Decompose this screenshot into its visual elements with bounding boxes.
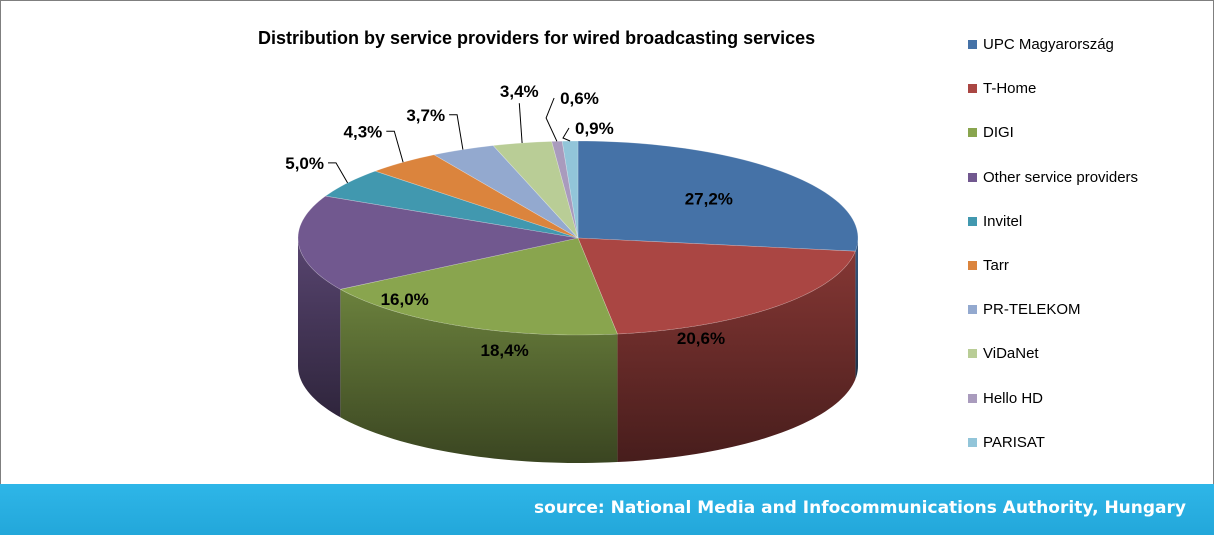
slice-label-3: 16,0% xyxy=(381,290,429,309)
legend-item: T-Home xyxy=(968,80,1036,97)
legend-item: Tarr xyxy=(968,257,1009,274)
legend-item: Hello HD xyxy=(968,390,1043,407)
legend-label: T-Home xyxy=(983,80,1037,98)
legend-swatch xyxy=(968,261,977,270)
slice-label-6: 3,7% xyxy=(406,106,445,125)
leader-line-7 xyxy=(518,103,523,144)
legend-swatch xyxy=(968,40,977,49)
pie-wall-0 xyxy=(855,238,858,380)
pie-side-walls xyxy=(298,238,858,463)
legend-label: Tarr xyxy=(983,257,1009,274)
pie-chart: 27,2% 20,6% 18,4% 16,0% 5,0% 4,3% 3,7% 3,4% 0,6%… xyxy=(285,82,859,463)
legend-item: Other service providers xyxy=(968,169,1138,186)
pie-wall-3 xyxy=(298,238,341,418)
legend-label: PR-TELEKOM xyxy=(983,301,1081,319)
slice-label-4: 5,0% xyxy=(285,154,324,173)
legend-label: Invitel xyxy=(983,212,1023,230)
slice-label-0: 27,2% xyxy=(685,190,733,209)
legend-label: UPC Magyarország xyxy=(983,36,1114,53)
slice-label-8: 0,6% xyxy=(560,89,599,108)
pie-slices xyxy=(297,140,859,336)
slice-label-7: 3,4% xyxy=(500,82,539,101)
legend-item: DIGI xyxy=(968,124,1014,141)
slice-label-2: 18,4% xyxy=(480,341,528,360)
source-text: source: National Media and Infocommunica… xyxy=(534,498,1186,518)
legend-swatch xyxy=(968,128,977,138)
pie-slice-9 xyxy=(561,140,579,239)
pie-slice-3 xyxy=(297,195,579,290)
slice-label-5: 4,3% xyxy=(344,122,383,141)
chart-title: Distribution by service providers for wi… xyxy=(258,28,816,48)
legend-label: Other service providers xyxy=(983,168,1139,186)
legend-label: DIGI xyxy=(983,124,1014,142)
legend-swatch xyxy=(968,437,977,447)
legend-label: Hello HD xyxy=(983,389,1044,407)
pie-wall-1 xyxy=(617,251,856,463)
legend-swatch xyxy=(968,172,977,182)
legend-item: PARISAT xyxy=(968,434,1045,451)
legend-item: ViDaNet xyxy=(968,345,1039,362)
leader-line-6 xyxy=(449,114,464,150)
legend-label: PARISAT xyxy=(983,433,1045,451)
pie-slice-1 xyxy=(577,237,856,335)
leader-line-8 xyxy=(545,97,558,142)
pie-wall-2 xyxy=(340,289,618,463)
pie-slice-2 xyxy=(339,237,618,336)
legend-item: PR-TELEKOM xyxy=(968,301,1081,318)
leader-line-9 xyxy=(562,127,571,142)
legend-swatch xyxy=(968,216,977,226)
legend-swatch xyxy=(968,393,977,403)
legend-swatch xyxy=(968,84,977,94)
leader-line-4 xyxy=(328,162,349,184)
legend-label: ViDaNet xyxy=(983,345,1039,363)
legend-swatch xyxy=(968,349,977,359)
legend-item: UPC Magyarország xyxy=(968,36,1114,53)
slice-label-9: 0,9% xyxy=(575,119,614,138)
leader-line-5 xyxy=(386,130,404,163)
legend-swatch xyxy=(968,305,977,315)
legend-item: Invitel xyxy=(968,213,1022,230)
source-bar: source: National Media and Infocommunica… xyxy=(0,484,1214,535)
slice-label-1: 20,6% xyxy=(677,329,725,348)
pie-slice-0 xyxy=(577,140,859,252)
slice-labels: 27,2% 20,6% 18,4% 16,0% 5,0% 4,3% 3,7% 3,4% 0,6%… xyxy=(285,82,733,360)
